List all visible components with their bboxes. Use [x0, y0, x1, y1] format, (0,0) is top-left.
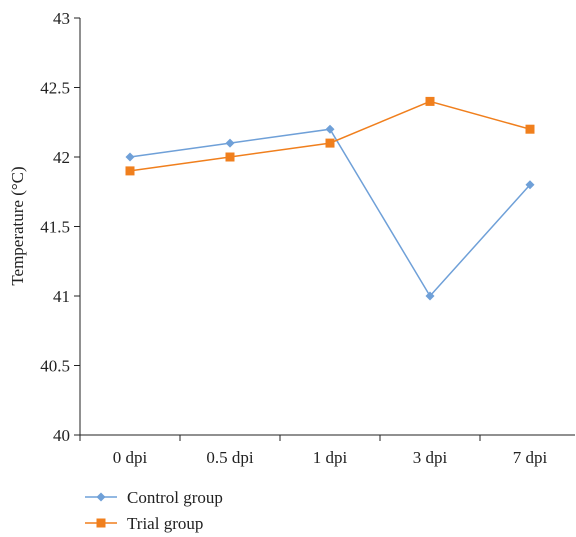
legend: Control group Trial group — [85, 488, 223, 533]
data-point — [225, 152, 235, 162]
axes: 40 40.5 41 41.5 42 42.5 43 0 dpi 0.5 dpi 1 dpi 3 d… — [40, 9, 575, 467]
x-tick-label: 0 dpi — [113, 448, 148, 467]
y-tick-label: 42 — [53, 148, 70, 167]
data-point — [525, 124, 535, 134]
x-tick-label: 7 dpi — [513, 448, 548, 467]
x-tick-label: 1 dpi — [313, 448, 348, 467]
y-tick-label: 42.5 — [40, 79, 70, 98]
x-tick-label: 0.5 dpi — [206, 448, 254, 467]
data-point — [125, 152, 135, 162]
data-point — [425, 291, 435, 301]
legend-item: Trial group — [85, 514, 203, 533]
data-point — [325, 138, 335, 148]
legend-marker — [96, 518, 106, 528]
legend-label: Trial group — [127, 514, 203, 533]
series-line — [129, 100, 531, 172]
data-point — [425, 96, 435, 106]
data-point — [125, 166, 135, 176]
series-line — [129, 128, 531, 298]
y-tick-label: 41.5 — [40, 218, 70, 237]
series-layer — [125, 96, 535, 301]
data-point — [325, 124, 335, 134]
legend-marker — [96, 492, 106, 502]
y-tick-label: 41 — [53, 287, 70, 306]
y-tick-label: 40.5 — [40, 357, 70, 376]
y-tick-label: 40 — [53, 426, 70, 445]
legend-label: Control group — [127, 488, 223, 507]
series-trial-group — [125, 96, 535, 176]
series-control-group — [125, 124, 535, 301]
y-tick-label: 43 — [53, 9, 70, 28]
y-axis-label: Temperature (°C) — [8, 166, 27, 285]
data-point — [225, 138, 235, 148]
data-point — [525, 180, 535, 190]
legend-item: Control group — [85, 488, 223, 507]
x-tick-label: 3 dpi — [413, 448, 448, 467]
